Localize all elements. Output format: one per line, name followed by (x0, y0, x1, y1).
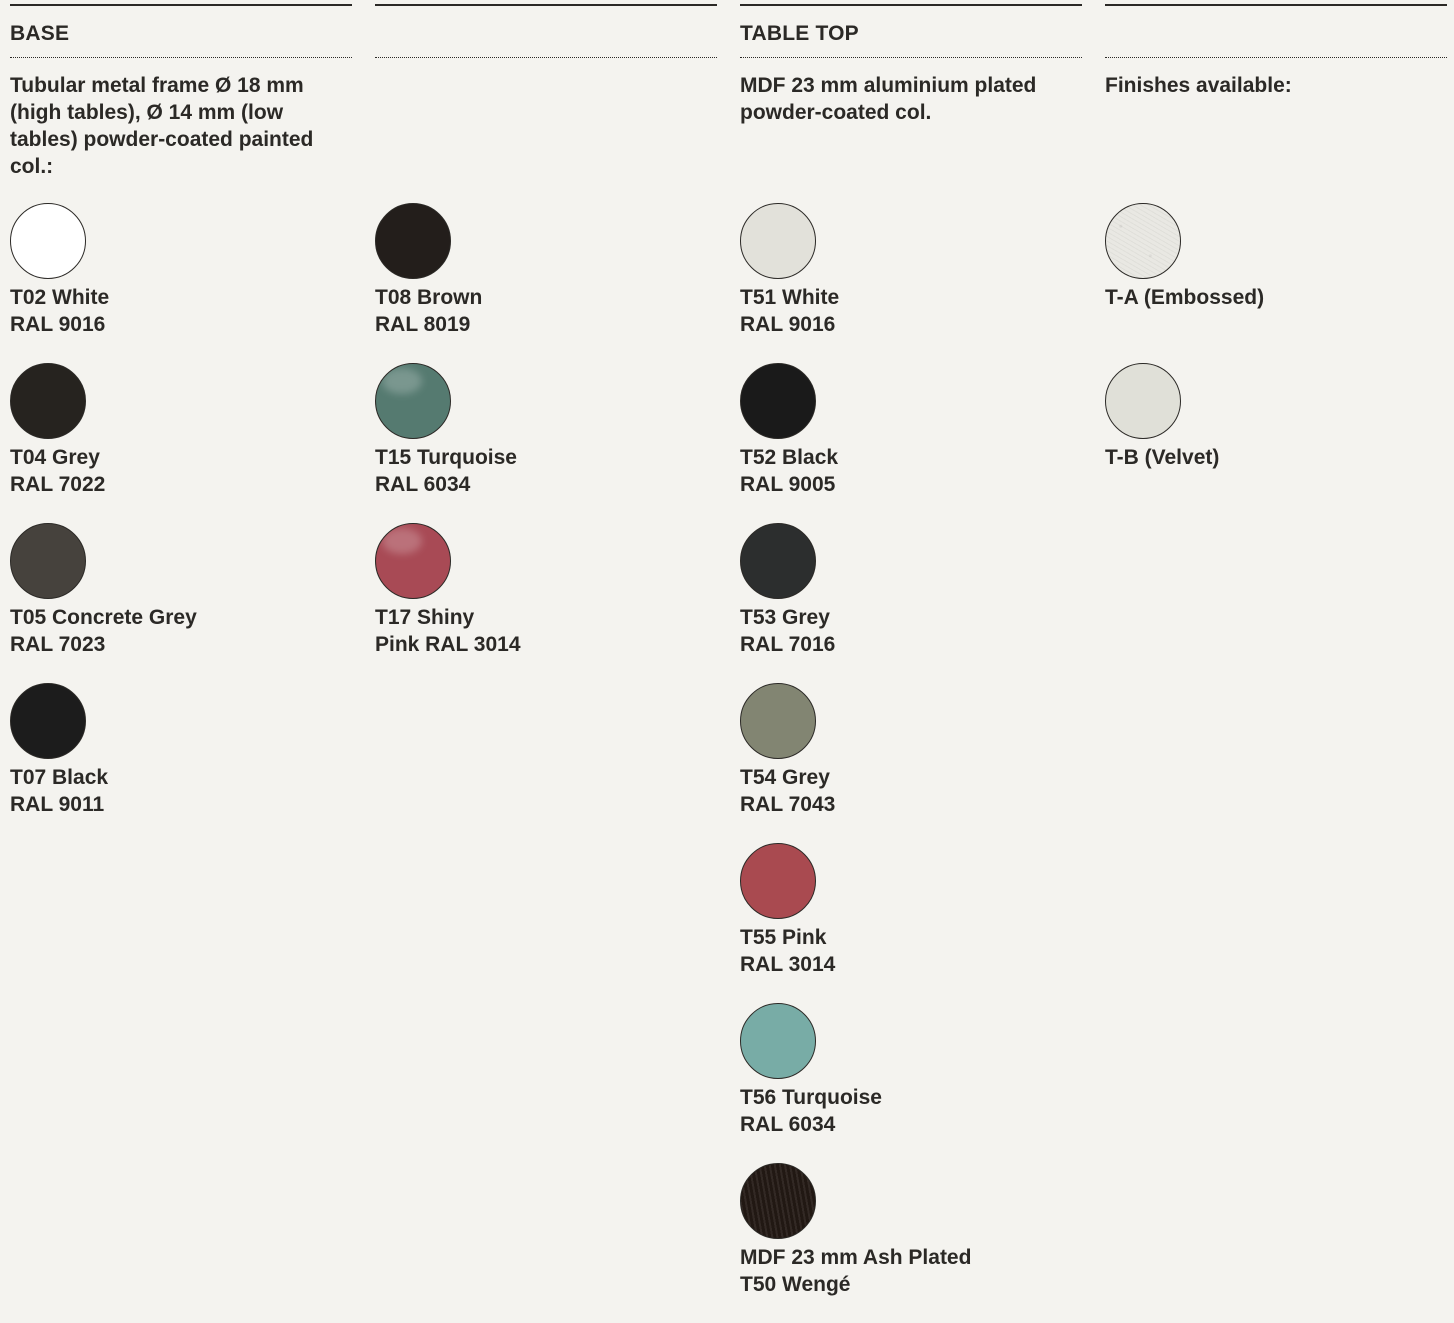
color-swatch: T02 White RAL 9016 (10, 203, 352, 363)
column-heading: TABLE TOP (740, 6, 1082, 58)
swatch-code: MDF 23 mm Ash Plated (740, 1246, 972, 1269)
swatch-code: T17 Shiny (375, 606, 475, 629)
swatch-code: T07 Black (10, 766, 109, 789)
swatch-ral: RAL 6034 (740, 1113, 836, 1136)
column-heading (1105, 6, 1447, 58)
swatch-ral: RAL 7016 (740, 633, 836, 656)
swatch-ral: RAL 7043 (740, 793, 836, 816)
column-top-rule (1105, 4, 1447, 6)
column-1: BASE Tubular metal frame Ø 18 mm (high ta… (10, 4, 352, 843)
color-swatch: T55 Pink RAL 3014 (740, 843, 1082, 1003)
swatch-code: T-A (Embossed) (1105, 286, 1265, 309)
color-swatch: T-A (Embossed) (1105, 203, 1447, 363)
swatch-code: T04 Grey (10, 446, 100, 469)
column-description: Finishes available: (1105, 74, 1292, 97)
swatch-ral: RAL 7023 (10, 633, 106, 656)
swatch-label: T53 Grey RAL 7016 (740, 604, 1082, 658)
swatch-ral: T50 Wengé (740, 1273, 851, 1296)
swatch-circle (375, 523, 451, 599)
column-heading (375, 6, 717, 58)
swatch-label: T17 Shiny Pink RAL 3014 (375, 604, 717, 658)
swatch-circle (375, 363, 451, 439)
color-swatch: MDF 23 mm Ash Plated T50 Wengé (740, 1163, 1082, 1323)
color-swatch: T08 Brown RAL 8019 (375, 203, 717, 363)
swatch-label: T-A (Embossed) (1105, 284, 1447, 311)
swatch-circle (1105, 203, 1181, 279)
swatch-code: T15 Turquoise (375, 446, 517, 469)
swatch-circle (740, 683, 816, 759)
color-swatch: T17 Shiny Pink RAL 3014 (375, 523, 717, 683)
swatch-label: T08 Brown RAL 8019 (375, 284, 717, 338)
color-swatch: T07 Black RAL 9011 (10, 683, 352, 843)
column-description: Tubular metal frame Ø 18 mm (high tables… (10, 74, 314, 178)
swatch-circle (740, 1163, 816, 1239)
swatch-label: T05 Concrete Grey RAL 7023 (10, 604, 352, 658)
swatch-code: T56 Turquoise (740, 1086, 882, 1109)
swatch-circle (740, 843, 816, 919)
swatch-ral: RAL 9016 (10, 313, 106, 336)
swatch-ral: RAL 8019 (375, 313, 471, 336)
swatch-circle (10, 203, 86, 279)
swatch-ral: Pink RAL 3014 (375, 633, 521, 656)
column-top-rule (375, 4, 717, 6)
color-swatch: T-B (Velvet) (1105, 363, 1447, 523)
color-swatch: T56 Turquoise RAL 6034 (740, 1003, 1082, 1163)
swatch-circle (740, 1003, 816, 1079)
column-top-rule (740, 4, 1082, 6)
swatch-code: T02 White (10, 286, 110, 309)
color-swatch: T53 Grey RAL 7016 (740, 523, 1082, 683)
swatch-label: T51 White RAL 9016 (740, 284, 1082, 338)
swatch-code: T05 Concrete Grey (10, 606, 197, 629)
color-swatch: T04 Grey RAL 7022 (10, 363, 352, 523)
swatch-circle (740, 203, 816, 279)
swatch-circle (10, 523, 86, 599)
swatch-circle (740, 523, 816, 599)
column-description: MDF 23 mm aluminium plated powder-coated… (740, 74, 1037, 124)
swatch-label: T04 Grey RAL 7022 (10, 444, 352, 498)
swatch-ral: RAL 9005 (740, 473, 836, 496)
swatch-ral: RAL 7022 (10, 473, 106, 496)
swatch-ral: RAL 6034 (375, 473, 471, 496)
swatch-code: T55 Pink (740, 926, 827, 949)
swatch-circle (10, 363, 86, 439)
swatch-circle (1105, 363, 1181, 439)
swatch-circle (375, 203, 451, 279)
color-swatch: T54 Grey RAL 7043 (740, 683, 1082, 843)
column-top-rule (10, 4, 352, 6)
column-4: Finishes available: T-A (Embossed) T-B (Ve… (1105, 4, 1447, 523)
swatch-label: T54 Grey RAL 7043 (740, 764, 1082, 818)
swatch-code: T53 Grey (740, 606, 830, 629)
column-heading: BASE (10, 6, 352, 58)
color-swatch: T15 Turquoise RAL 6034 (375, 363, 717, 523)
column-description (375, 72, 717, 203)
column-2: T08 Brown RAL 8019 T15 Turquoise RAL 6034 T1… (375, 4, 717, 683)
swatch-code: T-B (Velvet) (1105, 446, 1220, 469)
color-swatch: T52 Black RAL 9005 (740, 363, 1082, 523)
swatch-label: T55 Pink RAL 3014 (740, 924, 1082, 978)
swatch-label: T-B (Velvet) (1105, 444, 1447, 471)
color-swatch: T05 Concrete Grey RAL 7023 (10, 523, 352, 683)
swatch-label: T02 White RAL 9016 (10, 284, 352, 338)
swatch-label: T07 Black RAL 9011 (10, 764, 352, 818)
swatch-label: T52 Black RAL 9005 (740, 444, 1082, 498)
swatch-ral: RAL 3014 (740, 953, 836, 976)
swatch-code: T08 Brown (375, 286, 483, 309)
swatch-ral: RAL 9011 (10, 793, 105, 816)
swatch-circle (10, 683, 86, 759)
swatch-label: T15 Turquoise RAL 6034 (375, 444, 717, 498)
swatch-label: MDF 23 mm Ash Plated T50 Wengé (740, 1244, 1082, 1298)
swatch-code: T52 Black (740, 446, 839, 469)
swatch-code: T54 Grey (740, 766, 830, 789)
swatch-circle (740, 363, 816, 439)
swatch-code: T51 White (740, 286, 840, 309)
swatch-label: T56 Turquoise RAL 6034 (740, 1084, 1082, 1138)
column-3: TABLE TOP MDF 23 mm aluminium plated powd… (740, 4, 1082, 1323)
swatch-ral: RAL 9016 (740, 313, 836, 336)
color-swatch: T51 White RAL 9016 (740, 203, 1082, 363)
